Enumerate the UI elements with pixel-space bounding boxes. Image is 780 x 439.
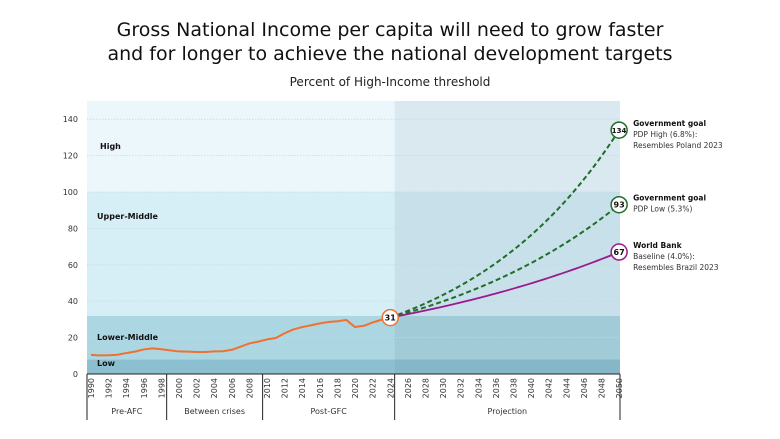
end-marker-label: 67 xyxy=(614,248,625,257)
x-tick-label: 1990 xyxy=(87,378,96,398)
x-tick-label: 2014 xyxy=(298,378,307,398)
x-tick-label: 1998 xyxy=(157,378,166,398)
history-line xyxy=(90,316,391,357)
projection-line xyxy=(389,203,620,319)
x-tick-label: 2018 xyxy=(333,378,342,398)
band-high xyxy=(87,101,620,192)
y-tick-label: 120 xyxy=(63,152,78,161)
x-tick-label: 1992 xyxy=(105,378,114,398)
x-tick-label: 2020 xyxy=(351,378,360,398)
period-label: Post-GFC xyxy=(310,407,347,416)
chart-subtitle: Percent of High-Income threshold xyxy=(289,75,491,89)
annotation-text: PDP High (6.8%): xyxy=(633,130,697,139)
end-marker-label: 93 xyxy=(614,201,625,210)
annotation-text: Baseline (4.0%): xyxy=(633,252,695,261)
annotation-text: Resembles Poland 2023 xyxy=(633,141,723,150)
projection-line xyxy=(389,129,620,319)
period-label: Pre-AFC xyxy=(111,407,143,416)
y-tick-label: 60 xyxy=(68,261,78,270)
x-tick-label: 2022 xyxy=(369,378,378,398)
y-tick-label: 100 xyxy=(63,188,78,197)
annotation-title: Government goal xyxy=(633,119,706,128)
chart-title: Gross National Income per capita will ne… xyxy=(107,19,673,65)
y-tick-label: 20 xyxy=(68,334,78,343)
x-tick-label: 2038 xyxy=(509,378,518,398)
band-label: High xyxy=(100,142,121,151)
x-tick-label: 1996 xyxy=(140,378,149,398)
x-tick-label: 2048 xyxy=(598,378,607,398)
band-low xyxy=(87,359,620,374)
projection-line xyxy=(390,251,620,319)
x-tick-label: 2016 xyxy=(316,378,325,398)
x-tick-label: 2024 xyxy=(386,378,395,398)
x-tick-label: 2032 xyxy=(457,378,466,398)
band-upper-middle xyxy=(87,192,620,316)
end-marker xyxy=(381,308,400,327)
annotation-title: Government goal xyxy=(633,194,706,203)
period-label: Projection xyxy=(488,407,528,416)
y-tick-label: 0 xyxy=(73,370,78,379)
annotation-text: Resembles Brazil 2023 xyxy=(633,263,719,272)
x-tick-label: 1994 xyxy=(122,378,131,398)
x-tick-label: 2046 xyxy=(580,378,589,398)
end-marker-label: 31 xyxy=(385,314,397,323)
x-tick-label: 2026 xyxy=(404,378,413,398)
x-tick-label: 2008 xyxy=(245,378,254,398)
annotation-title: World Bank xyxy=(633,241,683,250)
projection-shade xyxy=(394,101,620,374)
band-label: Lower-Middle xyxy=(97,333,159,342)
end-marker xyxy=(610,121,628,139)
y-tick-label: 80 xyxy=(68,224,78,233)
end-marker xyxy=(610,243,628,261)
band-label: Low xyxy=(97,359,116,368)
x-tick-label: 2000 xyxy=(175,378,184,398)
end-marker xyxy=(610,195,628,214)
annotation-text: PDP Low (5.3%) xyxy=(633,205,692,214)
x-tick-label: 2030 xyxy=(439,378,448,398)
x-tick-label: 2012 xyxy=(281,378,290,398)
y-tick-label: 140 xyxy=(63,115,78,124)
x-tick-label: 2010 xyxy=(263,378,272,398)
x-tick-label: 2006 xyxy=(228,378,237,398)
x-tick-label: 2028 xyxy=(421,378,430,398)
x-tick-label: 2036 xyxy=(492,378,501,398)
band-label: Upper-Middle xyxy=(97,212,159,221)
x-tick-label: 2044 xyxy=(562,378,571,398)
end-marker-label: 134 xyxy=(612,127,627,135)
x-tick-label: 2040 xyxy=(527,378,536,398)
x-tick-label: 2004 xyxy=(210,378,219,398)
x-tick-label: 2034 xyxy=(474,378,483,398)
x-tick-label: 2002 xyxy=(193,378,202,398)
period-label: Between crises xyxy=(184,407,245,416)
x-tick-label: 2042 xyxy=(545,378,554,398)
y-tick-label: 40 xyxy=(68,297,78,306)
